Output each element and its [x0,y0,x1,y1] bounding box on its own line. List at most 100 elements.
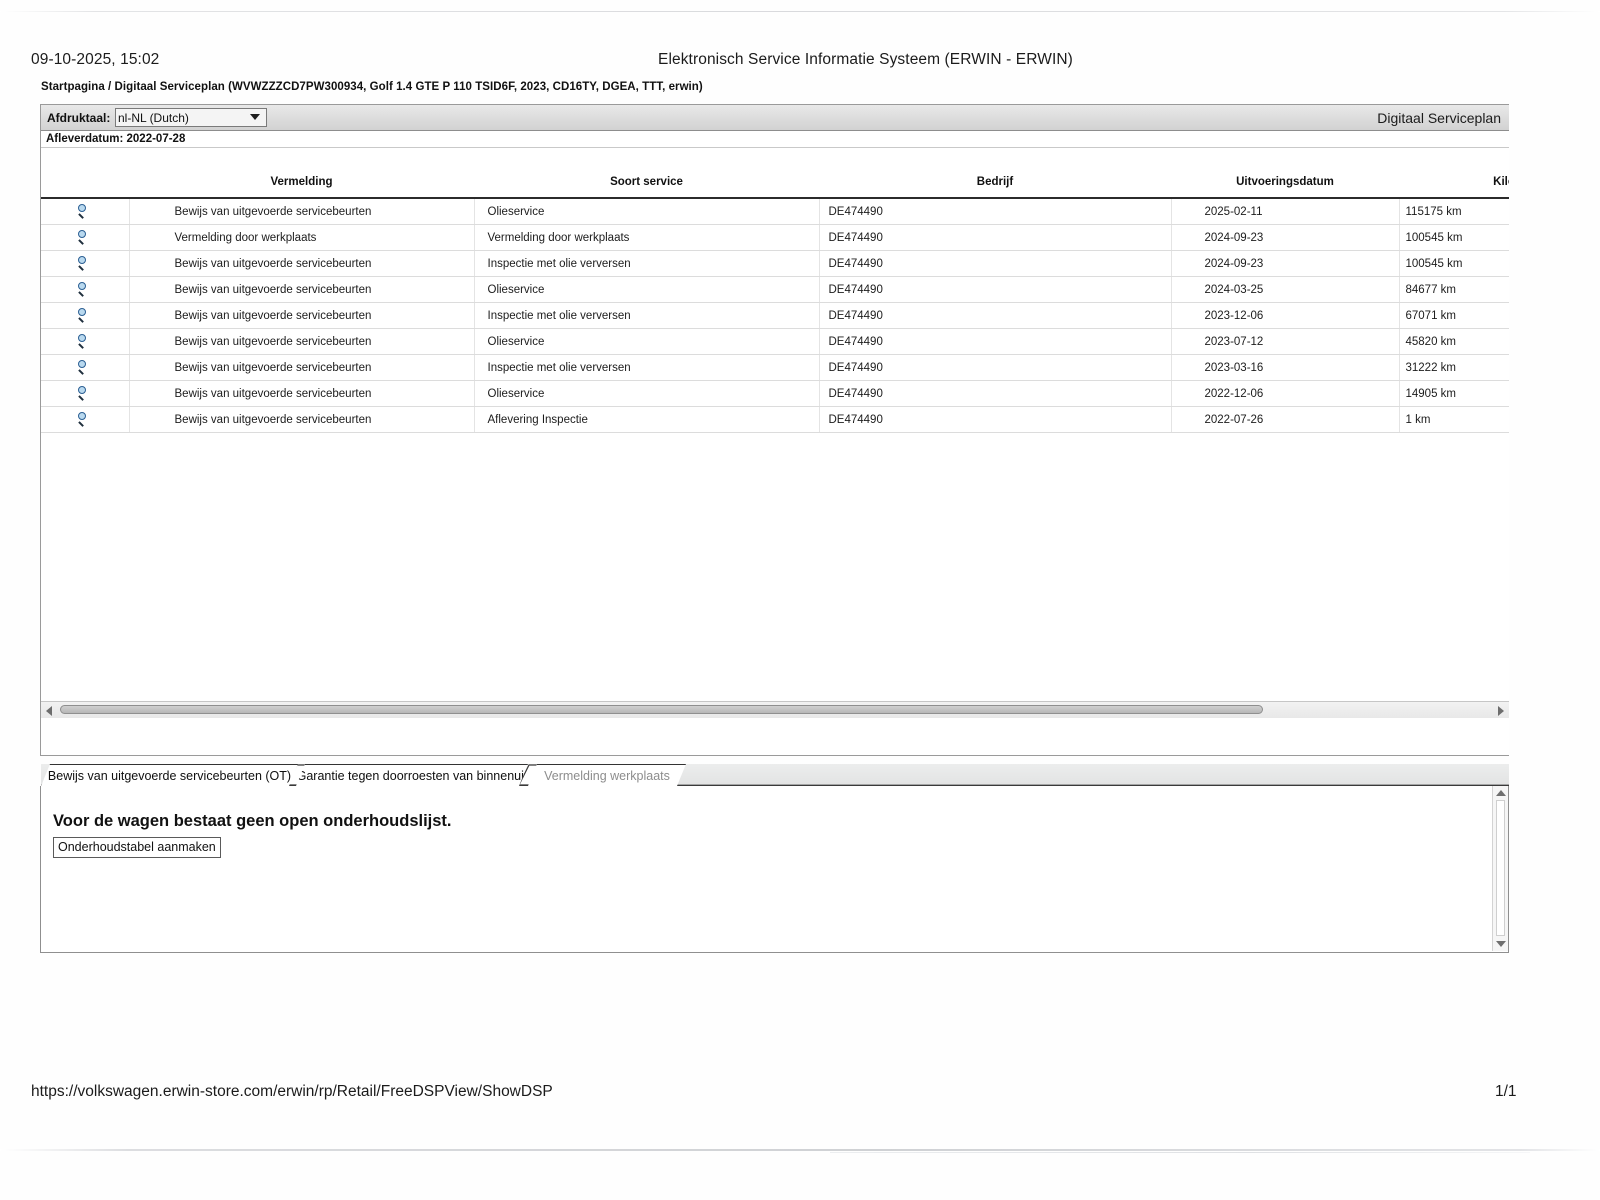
cell-vermelding: Bewijs van uitgevoerde servicebeurten [129,328,475,355]
tab-vermelding-werkplaats[interactable]: Vermelding werkplaats [528,764,686,786]
tab-label: Vermelding werkplaats [544,769,670,783]
magnifier-icon[interactable] [77,204,92,219]
row-detail-button[interactable] [41,198,130,225]
tab-bewijs-van-uitgevoerde-servicebeurten[interactable]: Bewijs van uitgevoerde servicebeurten (O… [41,764,298,786]
cell-soort-service: Inspectie met olie verversen [474,302,820,329]
cell-bedrijf: DE474490 [819,198,1172,225]
table-row[interactable]: Bewijs van uitgevoerde servicebeurten Afl… [41,406,1509,433]
row-detail-button[interactable] [41,380,130,407]
service-table-scroll-area: Vermelding Soort service Bedrijf Uitvoer… [41,148,1509,718]
no-open-maintenance-message: Voor de wagen bestaat geen open onderhou… [53,812,452,830]
table-row[interactable]: Bewijs van uitgevoerde servicebeurten Oli… [41,380,1509,407]
delivery-date-strip: Afleverdatum: 2022-07-28 [41,131,1509,148]
cell-bedrijf: DE474490 [819,406,1172,433]
toolbar: Afdruktaal: nl-NL (Dutch) Digitaal Servi… [41,105,1509,131]
cell-bedrijf: DE474490 [819,276,1172,303]
cell-kilometerstand: 31222 km [1399,354,1509,381]
scan-edge-line-bottom-secondary [830,1152,1530,1153]
cell-kilometerstand: 1 km [1399,406,1509,433]
column-header-bedrijf[interactable]: Bedrijf [819,148,1171,199]
cell-vermelding: Vermelding door werkplaats [129,224,475,251]
column-header-kilometerstand[interactable]: Kilometerstand [1399,148,1509,199]
magnifier-icon[interactable] [77,334,92,349]
module-title: Digitaal Serviceplan [1377,110,1501,126]
triangle-right-icon[interactable] [1498,706,1504,716]
cell-kilometerstand: 84677 km [1399,276,1509,303]
print-footer-url: https://volkswagen.erwin-store.com/erwin… [31,1083,553,1100]
service-table: Vermelding Soort service Bedrijf Uitvoer… [41,148,1509,433]
column-header-vermelding[interactable]: Vermelding [129,148,474,199]
table-row[interactable]: Bewijs van uitgevoerde servicebeurten Oli… [41,328,1509,355]
magnifier-icon[interactable] [77,386,92,401]
triangle-up-icon[interactable] [1496,790,1506,796]
cell-uitvoeringsdatum: 2025-02-11 [1171,198,1400,225]
table-row[interactable]: Bewijs van uitgevoerde servicebeurten Oli… [41,198,1509,225]
cell-uitvoeringsdatum: 2023-07-12 [1171,328,1400,355]
scan-edge-line-bottom [0,1149,1600,1151]
triangle-down-icon[interactable] [1496,941,1506,947]
magnifier-icon[interactable] [77,256,92,271]
magnifier-icon[interactable] [77,308,92,323]
cell-bedrijf: DE474490 [819,354,1172,381]
magnifier-icon[interactable] [77,230,92,245]
cell-soort-service: Inspectie met olie verversen [474,250,820,277]
cell-soort-service: Olieservice [474,276,820,303]
cell-bedrijf: DE474490 [819,302,1172,329]
cell-uitvoeringsdatum: 2023-12-06 [1171,302,1400,329]
cell-soort-service: Vermelding door werkplaats [474,224,820,251]
row-detail-button[interactable] [41,302,130,329]
print-timestamp: 09-10-2025, 15:02 [31,51,160,68]
row-detail-button[interactable] [41,354,130,381]
table-row[interactable]: Bewijs van uitgevoerde servicebeurten Ins… [41,302,1509,329]
cell-vermelding: Bewijs van uitgevoerde servicebeurten [129,354,475,381]
column-header-icon [41,148,129,199]
cell-bedrijf: DE474490 [819,250,1172,277]
cell-vermelding: Bewijs van uitgevoerde servicebeurten [129,406,475,433]
cell-kilometerstand: 14905 km [1399,380,1509,407]
cell-kilometerstand: 45820 km [1399,328,1509,355]
table-row[interactable]: Bewijs van uitgevoerde servicebeurten Ins… [41,250,1509,277]
service-plan-panel: Afdruktaal: nl-NL (Dutch) Digitaal Servi… [40,104,1509,756]
table-row[interactable]: Bewijs van uitgevoerde servicebeurten Oli… [41,276,1509,303]
row-detail-button[interactable] [41,328,130,355]
scan-edge-line-top [0,11,1600,12]
cell-kilometerstand: 67071 km [1399,302,1509,329]
column-header-soort-service[interactable]: Soort service [474,148,819,199]
delivery-date: Afleverdatum: 2022-07-28 [46,133,186,145]
cell-uitvoeringsdatum: 2023-03-16 [1171,354,1400,381]
cell-soort-service: Olieservice [474,198,820,225]
tab-strip: Bewijs van uitgevoerde servicebeurten (O… [41,764,1509,786]
table-row[interactable]: Vermelding door werkplaats Vermelding doo… [41,224,1509,251]
cell-soort-service: Olieservice [474,380,820,407]
vertical-scrollbar-track[interactable] [1496,800,1505,936]
tab-garantie-tegen-doorroesten[interactable]: Garantie tegen doorroesten van binnenuit [296,764,528,786]
column-header-uitvoeringsdatum[interactable]: Uitvoeringsdatum [1171,148,1399,199]
lower-panel-vertical-scrollbar[interactable] [1492,786,1508,951]
cell-soort-service: Olieservice [474,328,820,355]
table-row[interactable]: Bewijs van uitgevoerde servicebeurten Ins… [41,354,1509,381]
magnifier-icon[interactable] [77,360,92,375]
magnifier-icon[interactable] [77,412,92,427]
cell-bedrijf: DE474490 [819,328,1172,355]
maintenance-list-panel: Voor de wagen bestaat geen open onderhou… [40,786,1509,953]
print-footer-page-number: 1/1 [1495,1083,1517,1100]
triangle-left-icon[interactable] [46,706,52,716]
tab-label: Garantie tegen doorroesten van binnenuit [296,769,528,783]
cell-uitvoeringsdatum: 2022-07-26 [1171,406,1400,433]
table-horizontal-scrollbar[interactable] [41,701,1509,718]
print-language-select[interactable]: nl-NL (Dutch) [115,108,267,127]
breadcrumb[interactable]: Startpagina / Digitaal Serviceplan (WVWZ… [41,81,703,93]
cell-bedrijf: DE474490 [819,380,1172,407]
cell-uitvoeringsdatum: 2024-03-25 [1171,276,1400,303]
row-detail-button[interactable] [41,276,130,303]
horizontal-scrollbar-thumb[interactable] [60,705,1263,714]
row-detail-button[interactable] [41,224,130,251]
row-detail-button[interactable] [41,250,130,277]
create-maintenance-table-button[interactable]: Onderhoudstabel aanmaken [53,837,221,858]
cell-vermelding: Bewijs van uitgevoerde servicebeurten [129,250,475,277]
cell-soort-service: Inspectie met olie verversen [474,354,820,381]
row-detail-button[interactable] [41,406,130,433]
cell-vermelding: Bewijs van uitgevoerde servicebeurten [129,198,475,225]
magnifier-icon[interactable] [77,282,92,297]
